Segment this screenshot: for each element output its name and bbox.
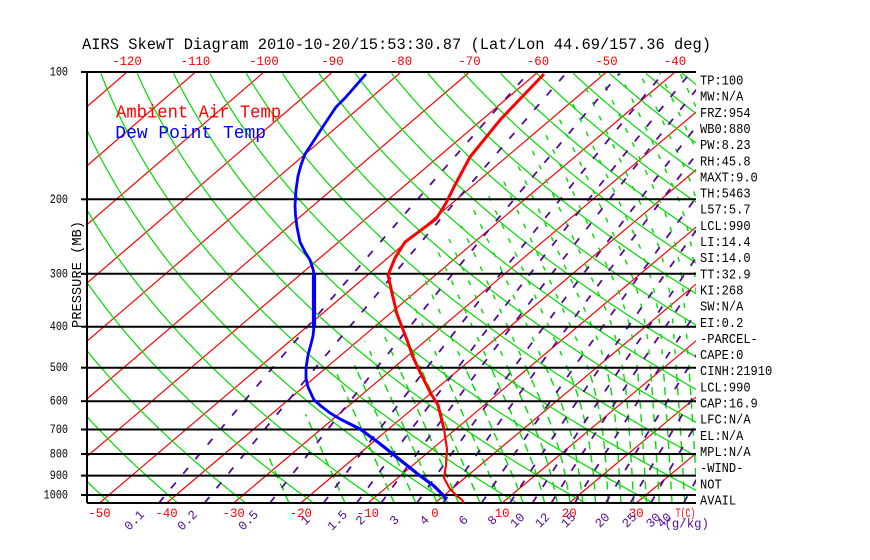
- svg-text:NOT: NOT: [700, 476, 722, 492]
- svg-text:-WIND-: -WIND-: [700, 460, 743, 476]
- svg-text:TT:32.9: TT:32.9: [700, 267, 751, 283]
- svg-text:-90: -90: [321, 54, 343, 69]
- svg-text:Ambient Air Temp: Ambient Air Temp: [116, 103, 281, 124]
- svg-text:-120: -120: [112, 54, 142, 69]
- svg-text:1000: 1000: [44, 488, 68, 502]
- svg-text:EI:0.2: EI:0.2: [700, 315, 743, 331]
- svg-text:200: 200: [50, 193, 68, 207]
- svg-text:MPL:N/A: MPL:N/A: [700, 444, 751, 460]
- svg-text:100: 100: [50, 65, 68, 79]
- svg-text:LCL:990: LCL:990: [700, 218, 751, 234]
- svg-text:800: 800: [50, 447, 68, 461]
- svg-text:-40: -40: [155, 506, 177, 521]
- svg-text:T(C): T(C): [676, 507, 696, 521]
- svg-text:PRESSURE (MB): PRESSURE (MB): [70, 221, 86, 328]
- svg-text:TP:100: TP:100: [700, 73, 743, 89]
- svg-text:-50: -50: [595, 54, 617, 69]
- svg-text:600: 600: [50, 395, 68, 409]
- svg-text:MW:N/A: MW:N/A: [700, 89, 743, 105]
- svg-text:WB0:880: WB0:880: [700, 121, 751, 137]
- svg-text:PW:8.23: PW:8.23: [700, 137, 751, 153]
- svg-text:SI:14.0: SI:14.0: [700, 250, 751, 266]
- svg-text:-80: -80: [390, 54, 412, 69]
- svg-text:400: 400: [50, 320, 68, 334]
- svg-text:700: 700: [50, 423, 68, 437]
- svg-text:-70: -70: [458, 54, 480, 69]
- svg-text:EL:N/A: EL:N/A: [700, 428, 743, 444]
- svg-text:CINH:21910: CINH:21910: [700, 363, 772, 379]
- svg-text:KI:268: KI:268: [700, 283, 743, 299]
- svg-text:RH:45.8: RH:45.8: [700, 153, 751, 169]
- svg-text:LFC:N/A: LFC:N/A: [700, 412, 751, 428]
- svg-text:-40: -40: [664, 54, 686, 69]
- svg-text:L57:5.7: L57:5.7: [700, 202, 751, 218]
- svg-text:-50: -50: [88, 506, 110, 521]
- svg-text:AIRS SkewT Diagram 2010-10-20/: AIRS SkewT Diagram 2010-10-20/15:53:30.8…: [82, 36, 711, 54]
- svg-text:AVAIL: AVAIL: [700, 493, 736, 509]
- svg-text:0: 0: [431, 506, 438, 521]
- svg-text:30: 30: [629, 506, 644, 521]
- svg-text:-PARCEL-: -PARCEL-: [700, 331, 758, 347]
- svg-text:900: 900: [50, 469, 68, 483]
- svg-text:-110: -110: [181, 54, 211, 69]
- svg-text:20: 20: [562, 506, 577, 521]
- svg-text:LI:14.4: LI:14.4: [700, 234, 751, 250]
- svg-text:SW:N/A: SW:N/A: [700, 299, 743, 315]
- svg-text:-20: -20: [290, 506, 312, 521]
- svg-text:-10: -10: [357, 506, 379, 521]
- svg-text:300: 300: [50, 267, 68, 281]
- svg-text:500: 500: [50, 361, 68, 375]
- svg-text:FRZ:954: FRZ:954: [700, 105, 751, 121]
- svg-text:(g/kg): (g/kg): [665, 516, 709, 531]
- svg-text:LCL:990: LCL:990: [700, 380, 751, 396]
- svg-text:-60: -60: [527, 54, 549, 69]
- svg-text:-100: -100: [249, 54, 279, 69]
- svg-text:-30: -30: [223, 506, 245, 521]
- svg-text:MAXT:9.0: MAXT:9.0: [700, 170, 758, 186]
- svg-text:CAPE:0: CAPE:0: [700, 347, 743, 363]
- svg-text:CAP:16.9: CAP:16.9: [700, 396, 758, 412]
- svg-text:TH:5463: TH:5463: [700, 186, 751, 202]
- svg-text:Dew Point Temp: Dew Point Temp: [115, 124, 266, 144]
- svg-text:10: 10: [495, 506, 510, 521]
